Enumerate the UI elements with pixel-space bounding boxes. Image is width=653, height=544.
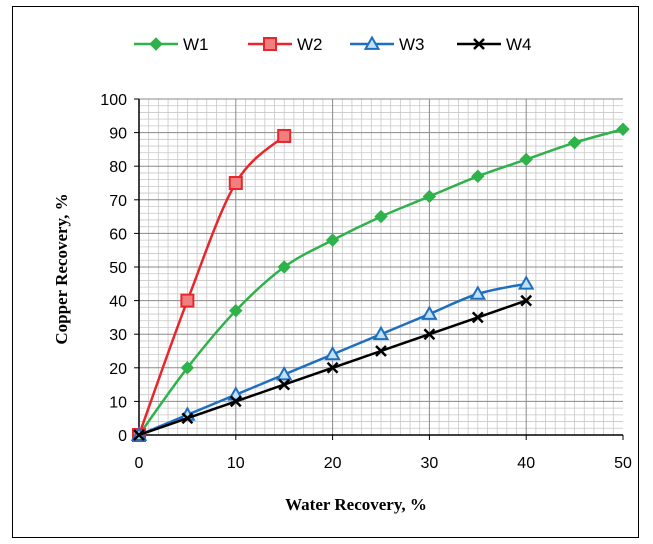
series-w3 <box>130 275 535 441</box>
x-stroke <box>423 328 436 341</box>
x-tick-label: 40 <box>517 455 535 472</box>
data-point-w2 <box>228 176 243 190</box>
legend-item-w4: W4 <box>457 35 532 54</box>
x-stroke <box>181 412 194 425</box>
legend-label-w4: W4 <box>506 35 532 54</box>
legend-marker-w4 <box>473 38 485 50</box>
x-tick-label: 50 <box>614 455 632 472</box>
x-stroke <box>520 294 533 307</box>
data-point-w3 <box>275 366 293 381</box>
x-tick-label: 10 <box>227 455 245 472</box>
data-point-w4 <box>229 395 242 408</box>
legend-marker-w2 <box>263 37 277 51</box>
data-point-w1 <box>277 260 291 274</box>
x-stroke <box>473 38 485 50</box>
data-point-w1 <box>616 122 630 136</box>
y-tick-label: 60 <box>109 226 127 243</box>
y-tick-label: 100 <box>100 92 127 109</box>
data-point-w1 <box>374 209 388 224</box>
legend: W1 W2 W3 W4 <box>134 35 532 54</box>
data-point-w4 <box>133 429 145 441</box>
legend-label-w1: W1 <box>183 35 209 54</box>
x-tick-label: 20 <box>324 455 342 472</box>
data-point-w4 <box>181 412 194 425</box>
data-point-w4 <box>375 345 387 357</box>
series-w4 <box>133 294 533 441</box>
data-point-w1 <box>519 152 533 167</box>
data-point-w1 <box>567 135 582 150</box>
y-tick-label: 0 <box>118 428 127 445</box>
series-w1 <box>132 122 630 442</box>
series-line-w1 <box>137 128 624 436</box>
y-tick-label: 10 <box>109 394 127 411</box>
data-point-w3 <box>372 325 390 341</box>
legend-label-w3: W3 <box>399 35 425 54</box>
x-tick-label: 30 <box>421 455 439 472</box>
y-tick-label: 20 <box>109 361 127 378</box>
legend-item-w1: W1 <box>134 35 209 54</box>
series-layer <box>130 122 630 442</box>
data-point-w4 <box>278 378 291 391</box>
data-point-w1 <box>325 233 340 247</box>
y-tick-label: 40 <box>109 294 127 311</box>
data-point-w1 <box>180 361 195 375</box>
data-point-w4 <box>326 361 339 374</box>
y-axis-title: Copper Recovery, % <box>52 193 71 344</box>
y-tick-label: 90 <box>109 126 127 143</box>
x-stroke <box>375 345 387 357</box>
data-point-w2 <box>180 293 195 308</box>
data-point-w3 <box>517 275 535 290</box>
legend-marker-w1 <box>149 37 163 51</box>
x-stroke <box>133 429 145 441</box>
x-stroke <box>471 311 484 324</box>
data-point-w1 <box>422 189 437 204</box>
data-point-w3 <box>421 305 438 320</box>
chart-frame <box>12 6 639 538</box>
data-point-w3 <box>469 285 487 300</box>
y-tick-label: 50 <box>109 260 127 277</box>
data-point-w1 <box>229 303 243 318</box>
x-axis-title: Water Recovery, % <box>285 495 427 514</box>
y-tick-label: 70 <box>109 193 127 210</box>
data-point-w2 <box>277 128 292 143</box>
y-tick-label: 80 <box>109 159 127 176</box>
x-tick-label: 0 <box>135 455 144 472</box>
data-point-w4 <box>471 311 484 324</box>
y-tick-label: 30 <box>109 327 127 344</box>
x-stroke <box>326 361 339 374</box>
axes-layer: 0 10 20 30 40 50 60 70 80 90 100 0 10 20 30 40 50 <box>100 92 632 472</box>
data-point-w4 <box>520 294 533 307</box>
legend-marker-w3 <box>363 35 381 50</box>
series-line-w2 <box>137 135 286 436</box>
data-point-w4 <box>423 328 436 341</box>
legend-item-w3: W3 <box>350 35 425 54</box>
data-point-w3 <box>324 345 341 361</box>
data-point-w1 <box>471 169 485 183</box>
grid-layer <box>139 98 623 435</box>
x-stroke <box>229 395 242 408</box>
legend-item-w2: W2 <box>248 35 323 54</box>
legend-label-w2: W2 <box>297 35 323 54</box>
x-stroke <box>278 378 291 391</box>
